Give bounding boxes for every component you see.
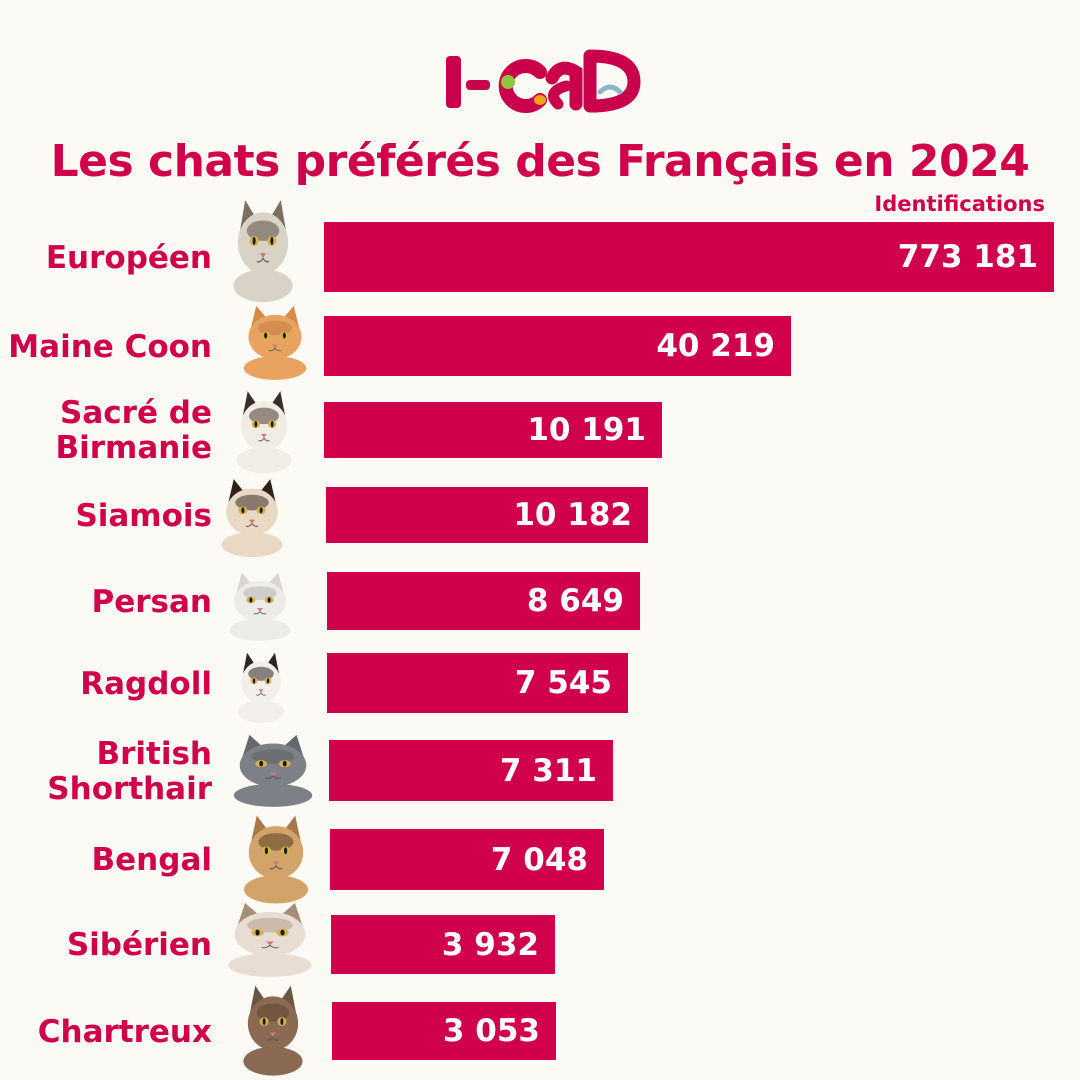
value-axis-label: Identifications (874, 192, 1045, 216)
category-label: Ragdoll (0, 665, 212, 702)
category-label-line: Siamois (75, 497, 212, 534)
bar-value-label: 3 932 (441, 926, 539, 963)
category-label-line: Ragdoll (80, 665, 212, 702)
cat-photo-icon (243, 305, 307, 380)
category-label-line: Birmanie (55, 430, 212, 466)
category-label: Sibérien (0, 928, 212, 963)
category-label: British Shorthair (0, 735, 212, 807)
bar-value-label: 10 182 (513, 497, 632, 533)
category-label-line: Sibérien (66, 927, 212, 963)
category-label: Siamois (0, 497, 212, 534)
category-label-line: Européen (45, 239, 212, 276)
category-label-line: Sacré de (60, 395, 212, 431)
cat-photo-icon (237, 652, 285, 723)
category-label: Européen (0, 239, 212, 276)
bar (330, 829, 604, 890)
bar-value-label: 773 181 (897, 239, 1038, 275)
bar (324, 222, 1054, 292)
cat-photo-icon (236, 391, 292, 474)
category-label: Bengal (0, 843, 212, 878)
bar (331, 915, 555, 974)
cat-photo-icon (243, 985, 303, 1076)
category-label-line: Chartreux (37, 1013, 212, 1050)
bar-value-label: 7 311 (499, 752, 597, 789)
bar (329, 740, 613, 801)
category-label: Maine Coon (0, 328, 212, 365)
category-label-line: Shorthair (47, 770, 212, 807)
cat-photo-icon (228, 902, 312, 977)
category-label: Persan (0, 583, 212, 620)
bar (327, 572, 640, 630)
category-label-line: Maine Coon (8, 328, 212, 365)
category-label-line: Persan (91, 583, 212, 620)
bar-value-label: 7 545 (514, 665, 612, 701)
bar (332, 1002, 556, 1060)
cat-photo-icon (233, 734, 313, 807)
bar-value-label: 8 649 (526, 583, 624, 619)
category-label-line: Bengal (91, 842, 212, 878)
cat-photo-icon (221, 479, 283, 558)
bar-value-label: 10 191 (527, 412, 646, 448)
bar-value-label: 3 053 (442, 1013, 540, 1049)
chart-title: Les chats préférés des Français en 2024 (50, 136, 1030, 187)
i-cad-logo (446, 49, 641, 113)
bar (324, 402, 662, 458)
category-label-line: British (96, 735, 212, 772)
bar (326, 487, 648, 543)
category-label: Chartreux (0, 1013, 212, 1050)
cat-photo-icon (229, 572, 291, 641)
category-label: Sacré de Birmanie (0, 396, 212, 466)
bar-value-label: 40 219 (656, 328, 775, 364)
bar-value-label: 7 048 (490, 841, 588, 878)
bar (327, 653, 628, 713)
cat-photo-icon (233, 200, 293, 303)
cat-photo-icon (244, 815, 308, 904)
bar (324, 316, 791, 376)
